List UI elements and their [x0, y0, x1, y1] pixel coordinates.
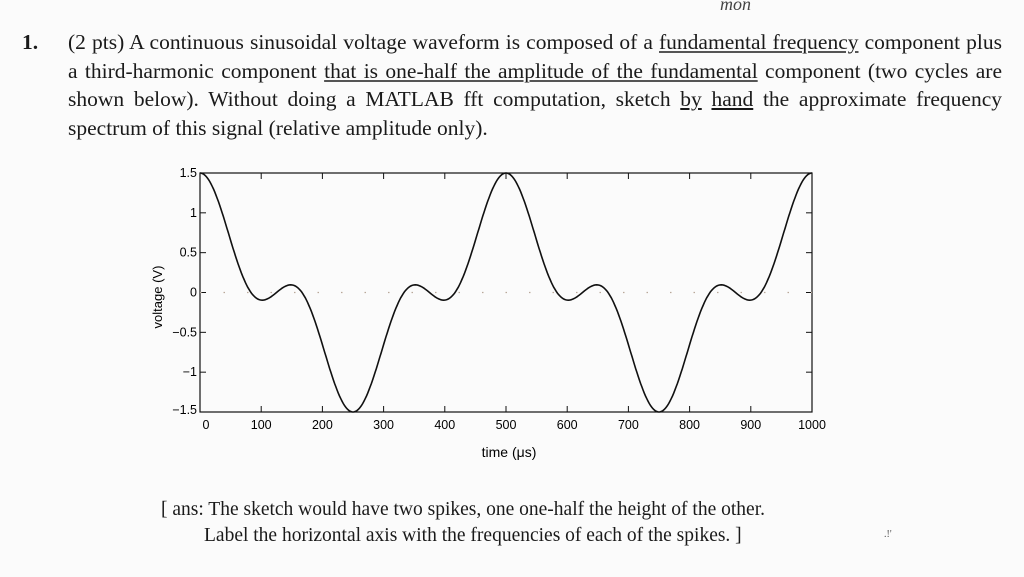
stray-mark: .!': [884, 529, 892, 540]
question-text: (2 pts) A continuous sinusoidal voltage …: [68, 30, 1003, 140]
x-tick-label: 200: [312, 418, 333, 432]
handwritten-note: mon: [720, 0, 751, 14]
question-number: 1.: [22, 30, 39, 54]
x-tick-label: 600: [557, 418, 578, 432]
y-tick-label: −0.5: [172, 325, 197, 339]
x-axis-label: time (μs): [482, 444, 537, 460]
y-tick-label: −1.5: [172, 403, 197, 417]
y-tick-label: 0.5: [180, 246, 197, 260]
question-points: (2 pts): [68, 30, 125, 54]
x-tick-label: 500: [496, 418, 517, 432]
y-tick-label: −1: [183, 365, 197, 379]
plot-axes: 0 100 200 300 400 500 600 700 800 900 1000 −1.5 −1 −0…: [172, 166, 826, 432]
question-1: 1. (2 pts) A continuous sinusoidal volta…: [22, 28, 1002, 142]
y-tick-label: 1: [190, 206, 197, 220]
waveform-line: [199, 172, 813, 413]
x-tick-label: 1000: [798, 418, 826, 432]
answer-line-2: Label the horizontal axis with the frequ…: [204, 525, 742, 546]
y-axis-label: voltage (V): [150, 266, 165, 329]
x-tick-label: 300: [373, 418, 394, 432]
answer-block: [ ans: The sketch would have two spikes,…: [161, 497, 765, 549]
y-tick-label: 1.5: [180, 166, 197, 180]
x-tick-label: 900: [740, 418, 761, 432]
x-tick-label: 0: [203, 418, 210, 432]
y-tick-label: 0: [190, 286, 197, 300]
answer-line-1: [ ans: The sketch would have two spikes,…: [161, 499, 765, 520]
x-tick-label: 100: [251, 418, 272, 432]
x-tick-label: 800: [679, 418, 700, 432]
x-tick-label: 700: [618, 418, 639, 432]
x-tick-label: 400: [434, 418, 455, 432]
